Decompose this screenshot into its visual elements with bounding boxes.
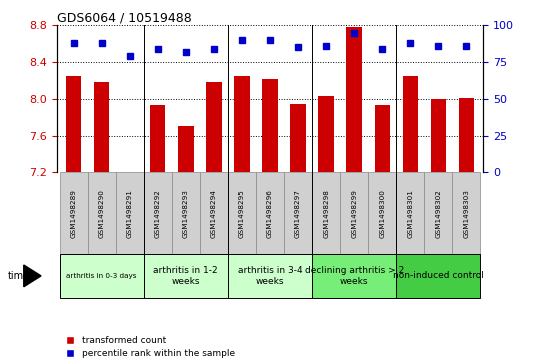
Text: GDS6064 / 10519488: GDS6064 / 10519488	[57, 11, 192, 24]
Text: GSM1498301: GSM1498301	[407, 189, 413, 238]
Text: time: time	[8, 271, 30, 281]
Text: GSM1498303: GSM1498303	[463, 189, 469, 238]
Text: GSM1498290: GSM1498290	[99, 189, 105, 238]
Text: GSM1498299: GSM1498299	[351, 189, 357, 238]
Bar	[144, 172, 172, 254]
Bar	[228, 254, 312, 298]
Bar	[291, 103, 306, 172]
Bar	[116, 172, 144, 254]
Bar	[122, 171, 137, 172]
Bar	[312, 172, 340, 254]
Bar	[178, 126, 193, 172]
Bar	[59, 254, 144, 298]
Bar	[347, 27, 362, 172]
Text: GSM1498291: GSM1498291	[127, 189, 133, 238]
Polygon shape	[24, 265, 41, 287]
Bar	[228, 172, 256, 254]
Legend: transformed count, percentile rank within the sample: transformed count, percentile rank withi…	[61, 336, 235, 359]
Text: GSM1498298: GSM1498298	[323, 189, 329, 238]
Text: GSM1498289: GSM1498289	[71, 189, 77, 238]
Text: GSM1498295: GSM1498295	[239, 189, 245, 238]
Bar	[87, 172, 116, 254]
Bar	[459, 98, 474, 172]
Bar	[172, 172, 200, 254]
Bar	[262, 79, 278, 172]
Text: non-induced control: non-induced control	[393, 272, 484, 280]
Text: GSM1498300: GSM1498300	[379, 189, 385, 238]
Bar	[94, 82, 109, 172]
Text: GSM1498297: GSM1498297	[295, 189, 301, 238]
Bar	[59, 172, 87, 254]
Text: GSM1498293: GSM1498293	[183, 189, 189, 238]
Bar	[424, 172, 453, 254]
Bar	[396, 172, 424, 254]
Text: GSM1498302: GSM1498302	[435, 189, 441, 238]
Bar	[206, 82, 221, 172]
Bar	[200, 172, 228, 254]
Text: arthritis in 3-4
weeks: arthritis in 3-4 weeks	[238, 266, 302, 286]
Text: arthritis in 0-3 days: arthritis in 0-3 days	[66, 273, 137, 279]
Bar	[396, 254, 481, 298]
Text: GSM1498294: GSM1498294	[211, 189, 217, 238]
Bar	[319, 96, 334, 172]
Bar	[144, 254, 228, 298]
Bar	[403, 76, 418, 172]
Bar	[368, 172, 396, 254]
Bar	[66, 76, 81, 172]
Text: GSM1498292: GSM1498292	[155, 189, 161, 238]
Bar	[234, 76, 249, 172]
Bar	[312, 254, 396, 298]
Bar	[340, 172, 368, 254]
Text: arthritis in 1-2
weeks: arthritis in 1-2 weeks	[153, 266, 218, 286]
Bar	[150, 105, 165, 172]
Bar	[256, 172, 284, 254]
Bar	[453, 172, 481, 254]
Text: GSM1498296: GSM1498296	[267, 189, 273, 238]
Text: declining arthritis > 2
weeks: declining arthritis > 2 weeks	[305, 266, 404, 286]
Bar	[431, 99, 446, 172]
Bar	[375, 105, 390, 172]
Bar	[284, 172, 312, 254]
